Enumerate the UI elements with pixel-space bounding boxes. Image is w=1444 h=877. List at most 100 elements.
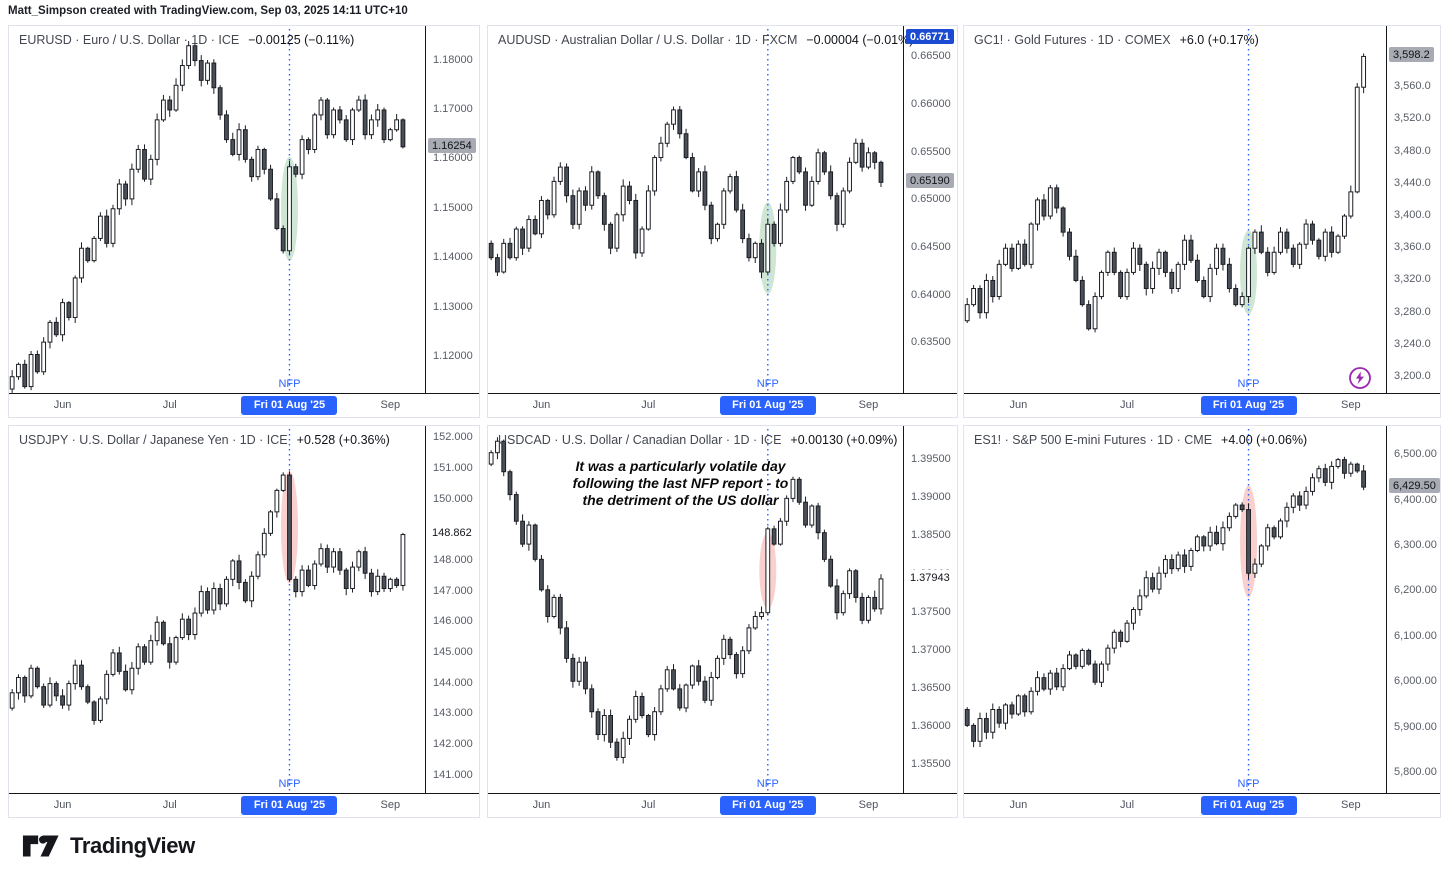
time-axis[interactable]: Jun Jul Sep Fri 01 Aug '25: [488, 793, 957, 817]
chart-panel-usdjpy[interactable]: USDJPY · U.S. Dollar / Japanese Yen · 1D…: [8, 425, 480, 818]
nfp-date-badge[interactable]: Fri 01 Aug '25: [719, 796, 816, 815]
current-price-label: 0.66771: [906, 29, 954, 44]
price-tick: 143.000: [433, 707, 473, 720]
price-tick: 6,300.00: [1394, 538, 1437, 551]
time-axis-label-jun: Jun: [532, 799, 551, 811]
candlestick-plot[interactable]: [488, 426, 903, 794]
price-tick: 1.39500: [911, 453, 951, 466]
time-axis-label-sep: Sep: [1341, 399, 1361, 411]
text-annotation[interactable]: It was a particularly volatile day follow…: [543, 458, 818, 509]
chart-title-symbol: ES1! · S&P 500 E-mini Futures · 1D · CME: [974, 433, 1213, 447]
price-tick: 6,400.00: [1394, 493, 1437, 506]
price-tick: 152.000: [433, 431, 473, 444]
price-tick: 1.15000: [433, 201, 473, 214]
price-tick: 1.12000: [433, 349, 473, 362]
chart-title-symbol: USDJPY · U.S. Dollar / Japanese Yen · 1D…: [19, 433, 288, 447]
price-tick: 3,240.0: [1394, 337, 1431, 350]
chart-title: USDJPY · U.S. Dollar / Japanese Yen · 1D…: [19, 433, 390, 447]
chart-panel-usdcad[interactable]: USDCAD · U.S. Dollar / Canadian Dollar ·…: [487, 425, 958, 818]
nfp-event-label[interactable]: NFP: [278, 378, 301, 390]
price-tick: 1.39000: [911, 491, 951, 504]
time-axis-label-jul: Jul: [1120, 799, 1135, 811]
nfp-date-badge[interactable]: Fri 01 Aug '25: [719, 396, 816, 415]
time-axis-label-sep: Sep: [380, 799, 401, 811]
credit-line: Matt_Simpson created with TradingView.co…: [8, 5, 408, 17]
candlestick-plot[interactable]: [964, 26, 1386, 394]
price-tick: 0.64000: [911, 288, 951, 301]
price-tick: 3,560.0: [1394, 80, 1431, 93]
candlestick-plot[interactable]: [488, 26, 903, 394]
chart-panel-es1[interactable]: ES1! · S&P 500 E-mini Futures · 1D · CME…: [963, 425, 1441, 818]
price-axis[interactable]: 1.395001.390001.385001.380001.375001.370…: [903, 426, 957, 817]
price-tick: 5,900.00: [1394, 720, 1437, 733]
candles-group: [488, 106, 884, 279]
price-tick: 6,500.00: [1394, 448, 1437, 461]
price-tick: 0.63500: [911, 336, 951, 349]
price-tick: 3,280.0: [1394, 305, 1431, 318]
chart-title-change: +4.00 (+0.06%): [1221, 433, 1308, 447]
price-axis[interactable]: 0.66500 0.66000 0.65500 0.65000 0.64500 0.640…: [903, 26, 957, 417]
time-axis[interactable]: Jun Jul Sep Fri 01 Aug '25: [964, 793, 1440, 817]
price-tick: 1.14000: [433, 251, 473, 264]
nfp-event-label[interactable]: NFP: [278, 778, 301, 790]
price-axis[interactable]: 6,500.00 6,400.00 6,300.00 6,200.00 6,100.00…: [1386, 426, 1440, 817]
time-axis[interactable]: Jun Jul Sep Fri 01 Aug '25: [9, 393, 479, 417]
text-annotation-line: following the last NFP report - to: [572, 475, 789, 491]
candlestick-plot[interactable]: [9, 26, 425, 394]
current-price-label: 6,429.50: [1389, 478, 1440, 494]
chart-title-symbol: EURUSD · Euro / U.S. Dollar · 1D · ICE: [19, 33, 240, 47]
tradingview-logo-icon: [22, 835, 59, 857]
nfp-event-label[interactable]: NFP: [1237, 378, 1260, 390]
time-axis-label-jun: Jun: [53, 799, 72, 811]
time-axis-label-jun: Jun: [53, 399, 72, 411]
candles-group: [9, 38, 406, 393]
candlestick-plot[interactable]: [9, 426, 425, 794]
price-tick: 6,200.00: [1394, 584, 1437, 597]
price-axis[interactable]: 3,560.0 3,520.0 3,480.0 3,440.0 3,400.0 3,360…: [1386, 26, 1440, 417]
price-tick: 151.000: [433, 461, 473, 474]
chart-panel-gc1[interactable]: GC1! · Gold Futures · 1D · COMEX +6.0 (+0…: [963, 25, 1441, 418]
price-tick: 6,000.00: [1394, 675, 1437, 688]
nfp-event-label[interactable]: NFP: [1237, 778, 1260, 790]
nfp-date-badge[interactable]: Fri 01 Aug '25: [241, 396, 338, 415]
time-axis[interactable]: Jun Jul Sep Fri 01 Aug '25: [488, 393, 957, 417]
time-axis-label-jul: Jul: [162, 399, 177, 411]
price-tick: 0.65500: [911, 145, 951, 158]
price-tick: 1.17000: [433, 102, 473, 115]
time-axis[interactable]: Jun Jul Sep Fri 01 Aug '25: [9, 793, 479, 817]
nfp-event-label[interactable]: NFP: [756, 778, 779, 790]
price-tick: 3,480.0: [1394, 144, 1431, 157]
price-tick: 0.66000: [911, 98, 951, 111]
price-tick: 1.38500: [911, 529, 951, 542]
price-tick: 6,100.00: [1394, 629, 1437, 642]
chart-title-symbol: USDCAD · U.S. Dollar / Canadian Dollar ·…: [498, 433, 782, 447]
price-axis[interactable]: 152.000 151.000 150.000 148.000 147.000 146.0…: [425, 426, 479, 817]
text-annotation-line: the detriment of the US dollar: [582, 492, 779, 508]
nfp-date-badge[interactable]: Fri 01 Aug '25: [1200, 796, 1297, 815]
price-axis[interactable]: 1.18000 1.17000 1.16000 1.15000 1.14000 1.130…: [425, 26, 479, 417]
chart-title-change: +0.00130 (+0.09%): [790, 433, 898, 447]
price-tick: 1.16000: [433, 152, 473, 165]
candlestick-plot[interactable]: [964, 426, 1386, 794]
time-axis[interactable]: Jun Jul Sep Fri 01 Aug '25: [964, 393, 1440, 417]
nfp-date-badge[interactable]: Fri 01 Aug '25: [1200, 396, 1297, 415]
price-tick: 148.000: [433, 553, 473, 566]
time-axis-label-sep: Sep: [1341, 799, 1361, 811]
chart-panel-audusd[interactable]: AUDUSD · Australian Dollar / U.S. Dollar…: [487, 25, 958, 418]
tradingview-brand-text: TradingView: [70, 833, 195, 858]
current-price-label: 1.16254: [428, 137, 476, 153]
nfp-date-badge[interactable]: Fri 01 Aug '25: [241, 796, 338, 815]
live-data-lightning-icon[interactable]: [1348, 366, 1372, 390]
price-tick: 1.36000: [911, 719, 951, 732]
nfp-event-label[interactable]: NFP: [756, 378, 779, 390]
candles-group: [9, 471, 406, 725]
tradingview-footer: TradingView: [22, 832, 195, 860]
price-tick: 3,360.0: [1394, 241, 1431, 254]
chart-title-symbol: AUDUSD · Australian Dollar / U.S. Dollar…: [498, 33, 798, 47]
chart-title-change: −0.00004 (−0.01%): [806, 33, 914, 47]
price-tick: 3,440.0: [1394, 176, 1431, 189]
time-axis-label-jun: Jun: [1009, 399, 1028, 411]
price-tick: 142.000: [433, 737, 473, 750]
chart-panel-eurusd[interactable]: EURUSD · Euro / U.S. Dollar · 1D · ICE −0…: [8, 25, 480, 418]
time-axis-label-jul: Jul: [162, 799, 177, 811]
